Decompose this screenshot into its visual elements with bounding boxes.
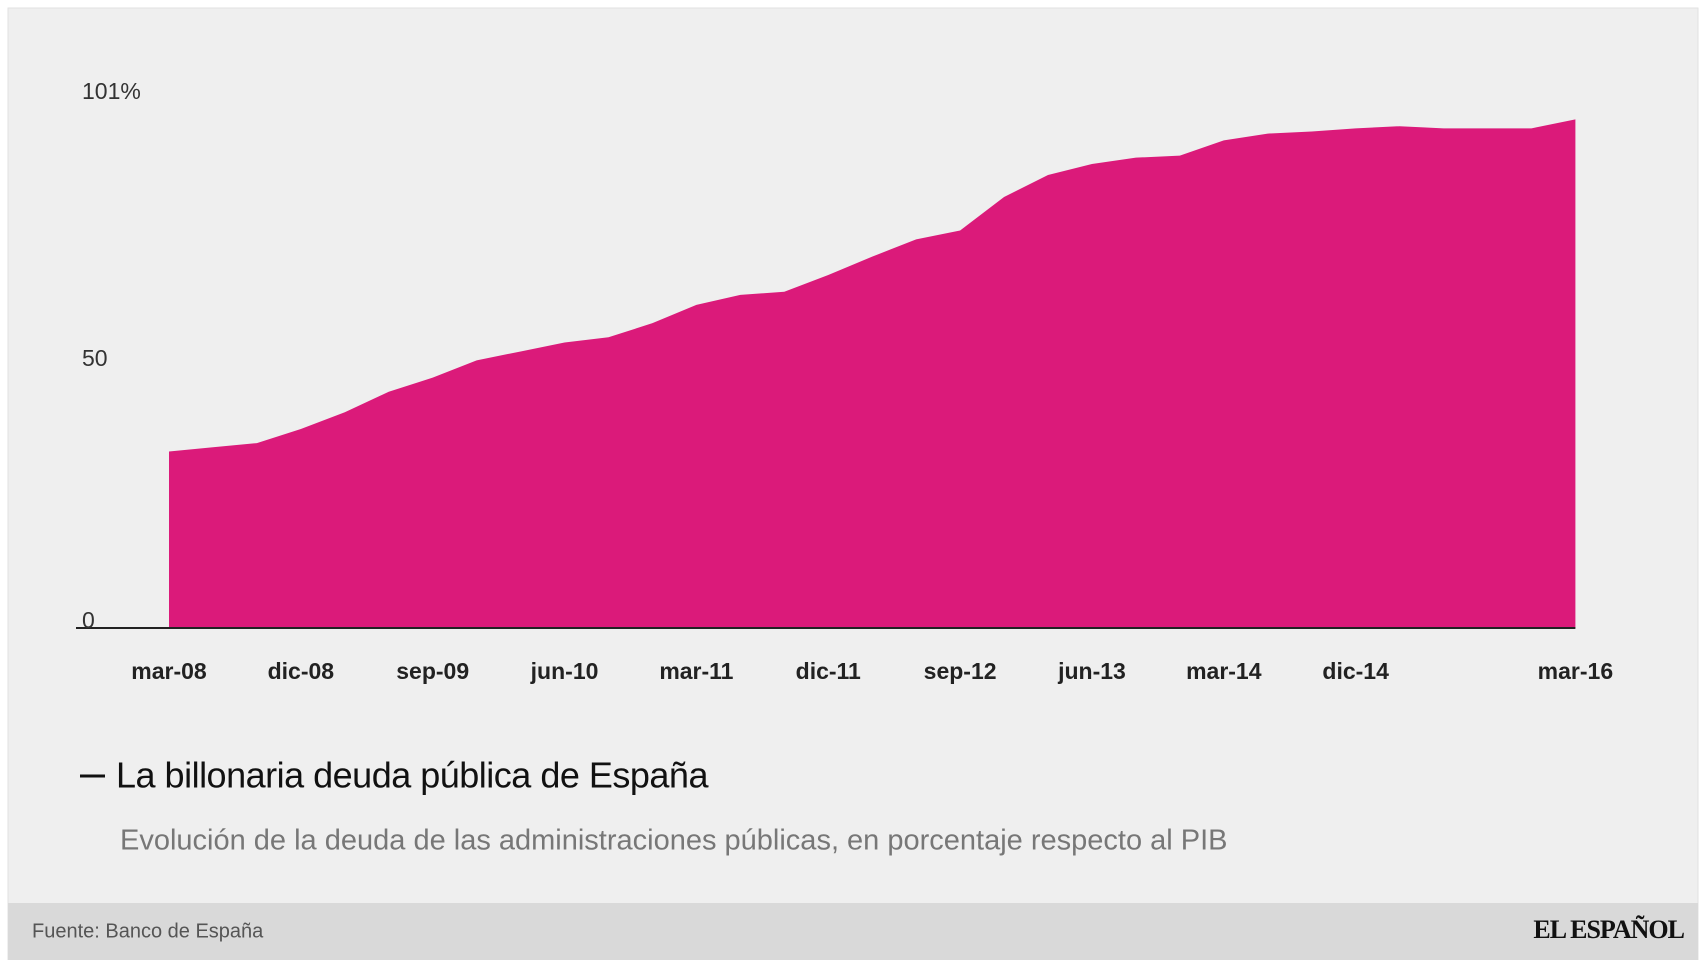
y-tick-label: 50: [82, 345, 108, 371]
x-tick-label: sep-09: [396, 658, 469, 684]
x-tick-label: sep-12: [924, 658, 997, 684]
x-tick-label: mar-16: [1538, 658, 1613, 684]
source: Fuente: Banco de España: [32, 920, 264, 942]
footer: [8, 903, 1698, 960]
area: [169, 119, 1576, 629]
x-tick-label: mar-14: [1186, 658, 1262, 684]
x-tick-label: mar-11: [659, 658, 733, 684]
y-tick-label: 101%: [82, 78, 141, 104]
x-tick-label: jun-10: [530, 658, 599, 684]
y-tick-label: 0: [82, 607, 95, 633]
x-tick-label: mar-08: [131, 658, 207, 684]
x-tick-label: dic-14: [1322, 658, 1389, 684]
chart-subtitle: Evolución de la deuda de las administrac…: [120, 825, 1228, 857]
x-tick-label: dic-08: [268, 658, 335, 684]
chart-title: La billonaria deuda pública de España: [116, 755, 709, 796]
x-tick-label: jun-13: [1057, 658, 1126, 684]
x-tick-label: dic-11: [796, 658, 861, 684]
brand-logo: EL ESPAÑOL: [1533, 915, 1684, 944]
